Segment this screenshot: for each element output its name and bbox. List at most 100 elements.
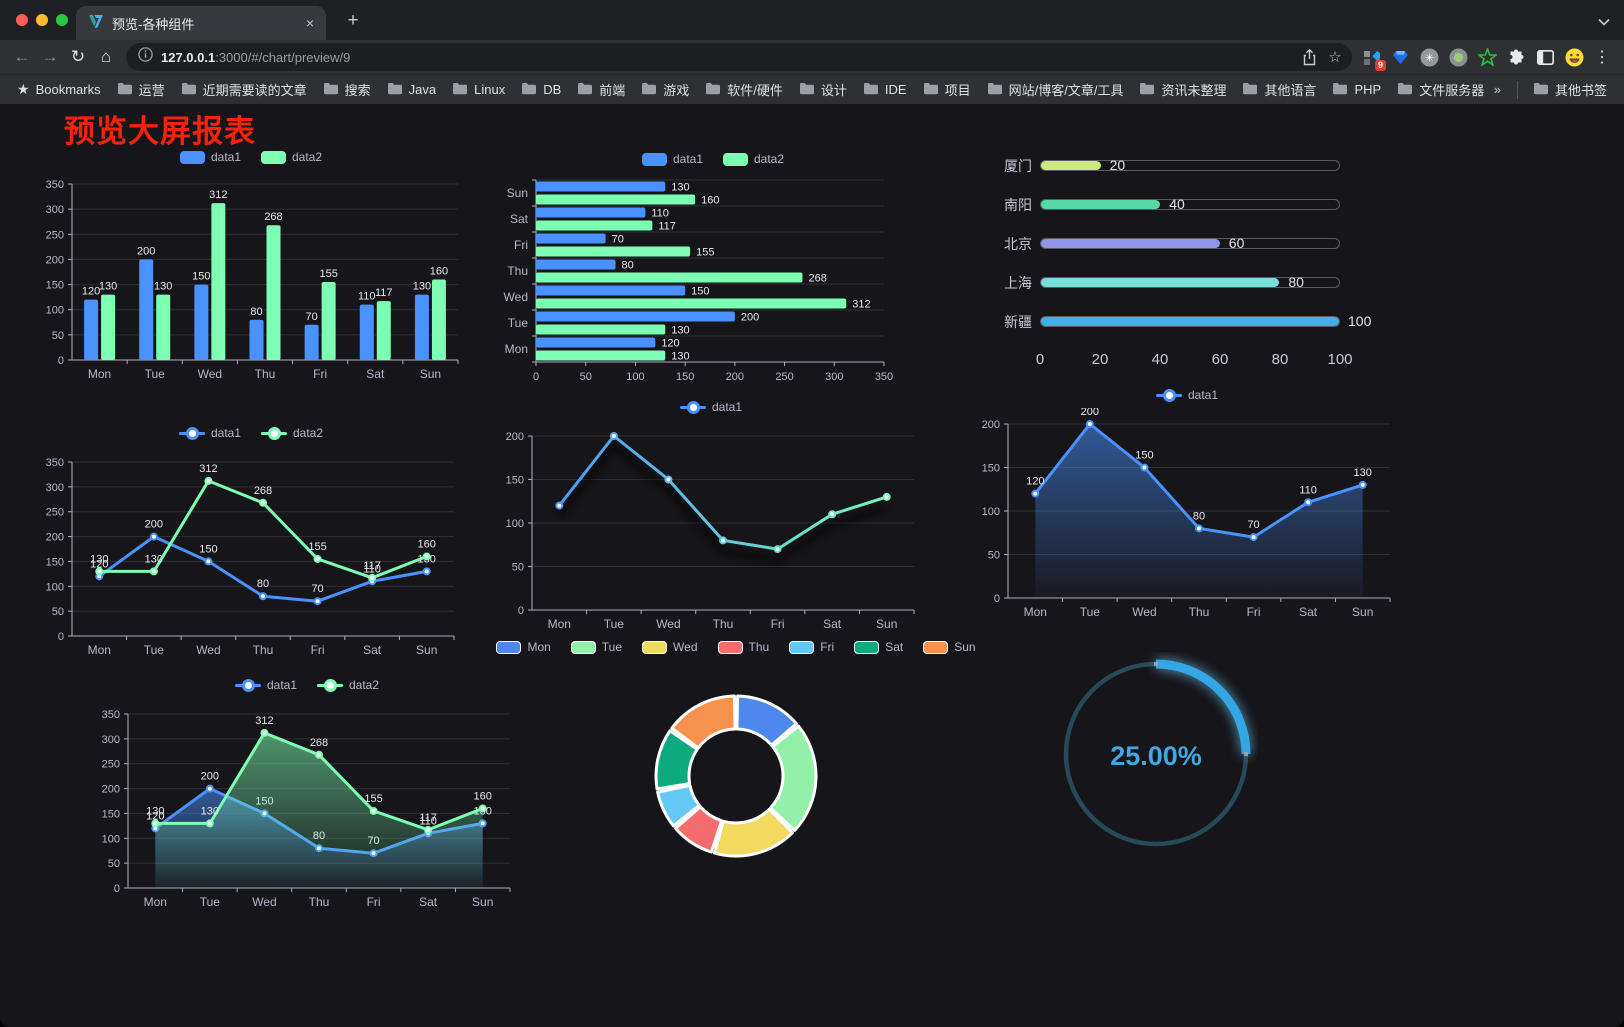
extension-star-icon[interactable] — [1476, 46, 1498, 68]
folder-icon — [181, 82, 197, 98]
chart-legend[interactable]: data1 — [972, 386, 1402, 404]
bookmarks-overflow-chevron[interactable]: » — [1493, 82, 1501, 97]
svg-text:160: 160 — [701, 195, 719, 207]
legend-item[interactable]: data1 — [179, 150, 241, 164]
svg-text:70: 70 — [311, 583, 323, 595]
legend-item[interactable]: Sun — [923, 640, 976, 654]
bookmark-item[interactable]: IDE — [856, 79, 914, 101]
legend-label: data1 — [210, 426, 241, 440]
legend-item[interactable]: Wed — [642, 640, 698, 654]
legend-item[interactable]: data1 — [1155, 388, 1218, 402]
legend-swatch — [789, 640, 815, 654]
extension-emoji-icon[interactable] — [1563, 46, 1585, 68]
svg-text:312: 312 — [255, 715, 273, 727]
svg-text:Mon: Mon — [1024, 605, 1047, 619]
legend-item[interactable]: data2 — [261, 426, 323, 440]
legend-label: data2 — [292, 150, 323, 164]
legend-item[interactable]: data1 — [679, 400, 742, 414]
minimize-window-icon[interactable] — [36, 14, 48, 26]
svg-text:Thu: Thu — [253, 643, 274, 657]
svg-text:110: 110 — [419, 815, 437, 827]
other-bookmarks[interactable]: 其他书签 — [1526, 77, 1614, 102]
chart-legend[interactable]: data1 data2 — [92, 676, 522, 694]
extension-command-icon[interactable]: ✳ — [1418, 46, 1440, 68]
bookmark-item[interactable]: 文件服务器 — [1390, 77, 1486, 102]
new-tab-button[interactable]: + — [347, 10, 359, 31]
legend-swatch — [641, 152, 667, 166]
svg-text:150: 150 — [192, 271, 210, 283]
maximize-window-icon[interactable] — [56, 14, 68, 26]
bookmark-label: PHP — [1354, 82, 1382, 97]
browser-menu-icon[interactable]: ⋮ — [1594, 49, 1610, 66]
tab-close-icon[interactable]: × — [305, 15, 314, 31]
chart-legend[interactable]: data1 data2 — [498, 150, 928, 168]
bookmark-label: 运营 — [138, 83, 165, 98]
legend-item[interactable]: Mon — [496, 640, 551, 654]
back-button[interactable]: ← — [13, 47, 31, 66]
svg-text:✳: ✳ — [1424, 52, 1433, 64]
extension-record-icon[interactable] — [1447, 46, 1469, 68]
active-tab[interactable]: 预览-各种组件 × — [76, 6, 326, 40]
bookmark-item[interactable]: 搜索 — [316, 77, 378, 102]
progress-value: 80 — [1288, 274, 1304, 290]
chart-line-two-series: data1 data2 0 50 100 150 200 250 300 350 Mon Tue Wed… — [36, 424, 466, 667]
bookmark-item[interactable]: 前端 — [570, 77, 632, 102]
bookmark-star-icon[interactable]: ☆ — [1328, 49, 1342, 66]
bookmark-label: Bookmarks — [35, 82, 101, 97]
tab-search-chevron-icon[interactable] — [1598, 13, 1610, 31]
bookmark-item[interactable]: 游戏 — [634, 77, 696, 102]
bookmark-label: 项目 — [944, 83, 971, 98]
bookmark-item[interactable]: PHP — [1325, 79, 1388, 101]
bookmarks-root[interactable]: ★ Bookmarks — [10, 78, 108, 101]
legend-item[interactable]: Thu — [717, 640, 769, 654]
chart-legend[interactable]: data1 data2 — [36, 148, 466, 166]
extension-apps-icon[interactable]: 9 — [1360, 46, 1386, 71]
close-window-icon[interactable] — [16, 14, 28, 26]
bookmark-item[interactable]: Linux — [445, 79, 512, 101]
chart-legend[interactable]: Mon Tue Wed Thu Fri Sat Sun — [496, 638, 976, 656]
chart-legend[interactable]: data1 data2 — [36, 424, 466, 442]
progress-fill: 80 — [1041, 274, 1304, 290]
reload-button[interactable]: ↻ — [70, 47, 86, 66]
legend-item[interactable]: data2 — [723, 152, 784, 166]
extensions-puzzle-icon[interactable] — [1505, 46, 1527, 68]
bookmark-label: 网站/博客/文章/工具 — [1008, 83, 1124, 98]
forward-button[interactable]: → — [41, 47, 59, 66]
bookmark-item[interactable]: 项目 — [916, 77, 978, 102]
legend-item[interactable]: data2 — [261, 150, 322, 164]
legend-item[interactable]: Sat — [854, 640, 903, 654]
home-button[interactable]: ⌂ — [100, 47, 112, 66]
svg-text:200: 200 — [137, 245, 155, 257]
extension-gem-icon[interactable] — [1389, 46, 1411, 68]
side-panel-icon[interactable] — [1534, 46, 1556, 68]
svg-text:130: 130 — [671, 182, 689, 194]
bookmark-item[interactable]: 资讯未整理 — [1132, 77, 1233, 102]
site-info-icon[interactable] — [138, 47, 153, 67]
bookmark-item[interactable]: 近期需要读的文章 — [174, 77, 314, 102]
legend-item[interactable]: Tue — [570, 640, 622, 654]
legend-item[interactable]: data2 — [317, 678, 379, 692]
address-bar[interactable]: 127.0.0.1 :3000/#/chart/preview/9 ☆ — [126, 43, 1352, 71]
progress-track: 40 — [1040, 196, 1340, 212]
bookmark-item[interactable]: 其他语言 — [1235, 77, 1323, 102]
legend-item[interactable]: data1 — [641, 152, 703, 166]
bookmark-item[interactable]: 运营 — [110, 77, 172, 102]
bookmark-item[interactable]: 软件/硬件 — [698, 77, 790, 102]
svg-text:50: 50 — [52, 330, 64, 342]
svg-text:100: 100 — [626, 371, 644, 383]
legend-swatch — [570, 640, 596, 654]
svg-text:Thu: Thu — [713, 617, 734, 631]
bookmark-item[interactable]: DB — [514, 79, 568, 101]
bookmark-item[interactable]: Java — [380, 79, 443, 101]
progress-fill: 100 — [1041, 313, 1371, 329]
svg-text:Mon: Mon — [505, 342, 528, 356]
chart-legend[interactable]: data1 — [496, 398, 926, 416]
share-icon[interactable] — [1296, 44, 1322, 70]
legend-item[interactable]: Fri — [789, 640, 834, 654]
legend-swatch — [854, 640, 880, 654]
legend-item[interactable]: data1 — [178, 426, 241, 440]
bookmarks-star-icon: ★ — [17, 81, 30, 97]
bookmark-item[interactable]: 设计 — [792, 77, 854, 102]
legend-item[interactable]: data1 — [234, 678, 297, 692]
bookmark-item[interactable]: 网站/博客/文章/工具 — [980, 77, 1131, 102]
